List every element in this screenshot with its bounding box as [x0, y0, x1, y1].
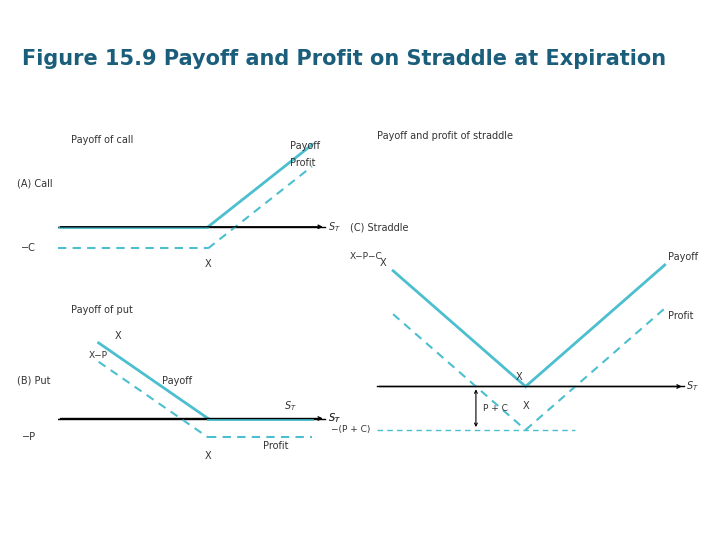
- Text: 24: 24: [688, 519, 709, 534]
- Text: X: X: [204, 259, 212, 269]
- Text: Figure 15.9 Payoff and Profit on Straddle at Expiration: Figure 15.9 Payoff and Profit on Straddl…: [22, 49, 666, 70]
- Text: X: X: [204, 450, 212, 461]
- Text: −P: −P: [22, 433, 36, 442]
- Text: P + C: P + C: [482, 404, 508, 413]
- Text: (B) Put: (B) Put: [17, 376, 50, 386]
- Text: $S_T$: $S_T$: [686, 380, 699, 393]
- Text: Payoff and profit of straddle: Payoff and profit of straddle: [377, 131, 513, 140]
- Text: $S_T$: $S_T$: [328, 411, 341, 426]
- Text: Payoff of put: Payoff of put: [71, 305, 133, 314]
- Text: (A) Call: (A) Call: [17, 179, 52, 188]
- Text: −(P + C): −(P + C): [330, 426, 370, 434]
- Text: Payoff: Payoff: [290, 141, 320, 151]
- Text: −C: −C: [21, 244, 36, 253]
- Text: X−P−C: X−P−C: [350, 252, 383, 261]
- Text: (C) Straddle: (C) Straddle: [350, 222, 408, 232]
- Text: X: X: [380, 258, 387, 268]
- Text: X: X: [522, 401, 529, 411]
- Text: $S_T$: $S_T$: [328, 220, 341, 234]
- Text: Payoff of call: Payoff of call: [71, 134, 134, 145]
- Text: Payoff: Payoff: [161, 376, 192, 386]
- Text: X: X: [516, 372, 522, 382]
- Text: Profit: Profit: [290, 158, 315, 168]
- Text: Profit: Profit: [263, 441, 288, 451]
- Text: X: X: [114, 331, 121, 341]
- Text: Profit: Profit: [668, 311, 693, 321]
- Text: Copyright © 2017  McGraw-Hill Education. All rights reserved. No reproduction or: Copyright © 2017 McGraw-Hill Education. …: [11, 523, 549, 530]
- Text: $S_T$: $S_T$: [284, 399, 297, 413]
- Text: Payoff: Payoff: [668, 252, 698, 262]
- Text: X−P: X−P: [89, 351, 108, 360]
- Text: $S_T$: $S_T$: [328, 411, 341, 426]
